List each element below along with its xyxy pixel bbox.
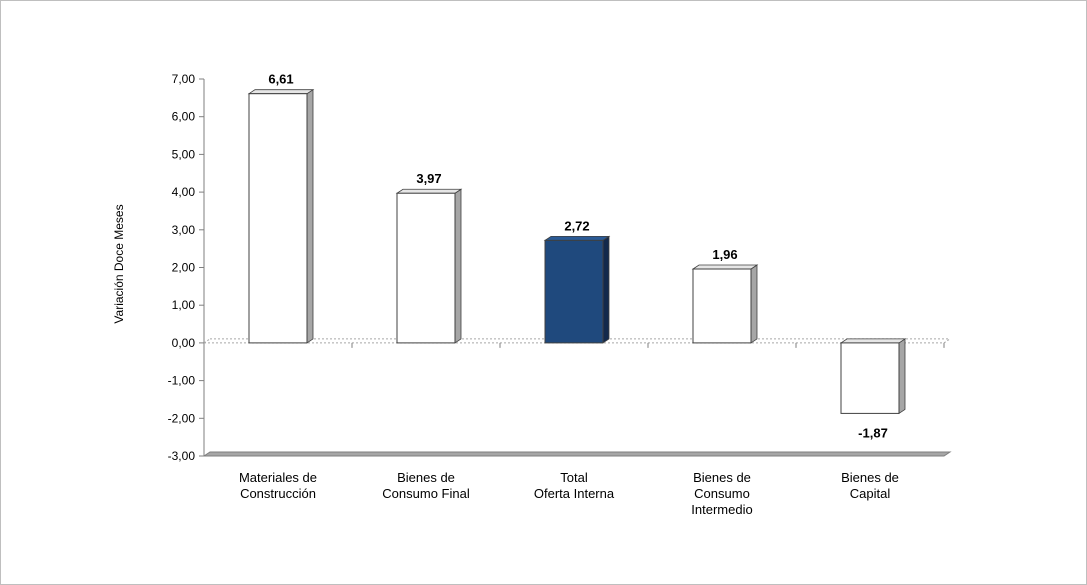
bar-side xyxy=(602,235,610,344)
data-label: 2,72 xyxy=(564,218,589,233)
y-tick-label: -3,00 xyxy=(168,449,196,463)
bar xyxy=(544,239,604,344)
bar-side xyxy=(454,188,462,344)
y-tick-label: 0,00 xyxy=(172,336,196,350)
data-label: -1,87 xyxy=(858,425,888,440)
data-labels: 6,61 3,97 2,72 1,96 -1,87 xyxy=(268,72,887,441)
bar-top xyxy=(839,338,907,344)
data-label: 1,96 xyxy=(712,247,737,262)
y-tick-label: 1,00 xyxy=(172,298,196,312)
category-label-line: Bienes de xyxy=(693,470,751,485)
bar-side xyxy=(750,264,758,344)
category-label-line: Bienes de xyxy=(841,470,899,485)
data-label: 6,61 xyxy=(268,72,293,87)
zero-line-edge xyxy=(943,338,951,344)
y-tick-label: 4,00 xyxy=(172,185,196,199)
category-label-line: Construcción xyxy=(240,486,316,501)
bar xyxy=(692,268,752,344)
category-label-line: Total xyxy=(560,470,588,485)
chart-floor xyxy=(202,451,952,457)
category-label-line: Capital xyxy=(850,486,891,501)
y-tick-label: 7,00 xyxy=(172,72,196,86)
y-axis: 7,00 6,00 5,00 4,00 3,00 2,00 1,00 0,00 -1,00 -2,… xyxy=(168,72,205,463)
bar-top xyxy=(395,188,463,194)
y-tick-label: 6,00 xyxy=(172,110,196,124)
category-label-line: Oferta Interna xyxy=(534,486,615,501)
category-label-line: Consumo xyxy=(694,486,750,501)
y-axis-label: Variación Doce Meses xyxy=(112,204,126,323)
bar xyxy=(396,192,456,344)
bar xyxy=(840,342,900,414)
bar-side xyxy=(898,338,906,415)
bar-top xyxy=(691,264,759,270)
data-label: 3,97 xyxy=(416,171,441,186)
floor-top xyxy=(202,451,952,457)
y-tick-label: 2,00 xyxy=(172,261,196,275)
category-label: Bienes de Consumo Intermedio xyxy=(691,470,752,517)
bar-top xyxy=(543,235,611,241)
bars xyxy=(247,88,907,415)
category-label: Bienes de Consumo Final xyxy=(382,470,470,501)
category-label-line: Materiales de xyxy=(239,470,317,485)
y-tick-label: 3,00 xyxy=(172,223,196,237)
y-tick-label: 5,00 xyxy=(172,147,196,161)
category-label: Total Oferta Interna xyxy=(534,470,615,501)
y-tick-label: -2,00 xyxy=(168,411,196,425)
y-tick-label: -1,00 xyxy=(168,374,196,388)
zero-line-edge xyxy=(203,338,211,344)
bar xyxy=(248,93,308,344)
category-label-line: Bienes de xyxy=(397,470,455,485)
category-label: Materiales de Construcción xyxy=(239,470,317,501)
category-label-line: Consumo Final xyxy=(382,486,470,501)
category-label-line: Intermedio xyxy=(691,502,752,517)
bar-top xyxy=(247,89,315,95)
bar-side xyxy=(306,88,314,344)
category-label: Bienes de Capital xyxy=(841,470,899,501)
